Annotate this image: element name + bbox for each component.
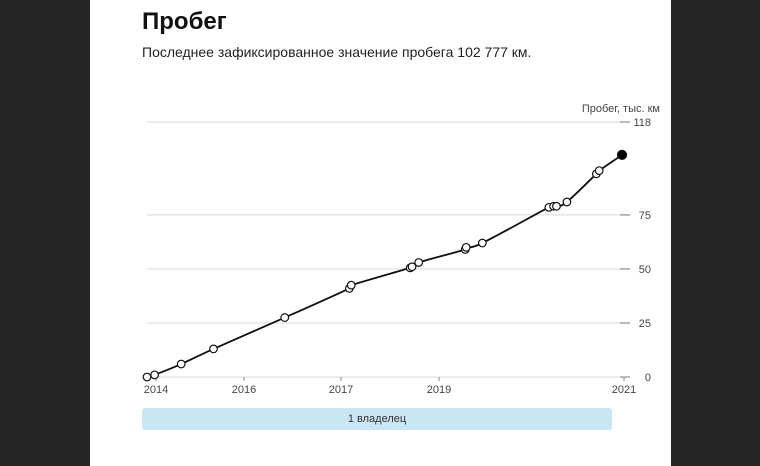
x-tick-label: 2021 (612, 384, 636, 396)
y-tick-label: 118 (633, 117, 651, 129)
y-axis-label: Пробег, тыс. км (582, 103, 660, 115)
mileage-summary: Последнее зафиксированное значение пробе… (142, 44, 532, 60)
owners-bar[interactable]: 1 владелец (142, 408, 612, 430)
data-point (280, 313, 290, 322)
data-point (552, 201, 561, 211)
owners-label: 1 владелец (347, 413, 407, 425)
y-tick-label: 75 (639, 210, 651, 222)
x-tick-label: 2014 (144, 384, 168, 396)
x-tick-label: 2016 (232, 384, 256, 396)
data-point (142, 372, 152, 382)
y-tick-label: 50 (639, 264, 651, 276)
mileage-chart: 0 25 50 75 118 Пробег, тыс. км 2014 2016 2017 201… (142, 103, 660, 396)
mileage-panel: Пробег Последнее зафиксированное значени… (90, 0, 671, 466)
data-point (209, 344, 218, 354)
data-point (346, 280, 356, 290)
data-point (414, 258, 424, 267)
x-tick-label: 2019 (427, 384, 451, 396)
data-point (150, 370, 159, 380)
data-point (176, 359, 186, 369)
data-point (477, 238, 487, 248)
data-point (562, 197, 572, 207)
data-point (407, 262, 417, 272)
x-tick-label: 2017 (329, 384, 353, 396)
y-tick-label: 0 (645, 372, 651, 384)
data-point (461, 242, 471, 252)
page-title: Пробег (142, 8, 227, 35)
y-tick-label: 25 (639, 318, 651, 330)
latest-data-point (616, 149, 628, 160)
mileage-line (146, 154, 623, 378)
data-point (594, 166, 604, 176)
